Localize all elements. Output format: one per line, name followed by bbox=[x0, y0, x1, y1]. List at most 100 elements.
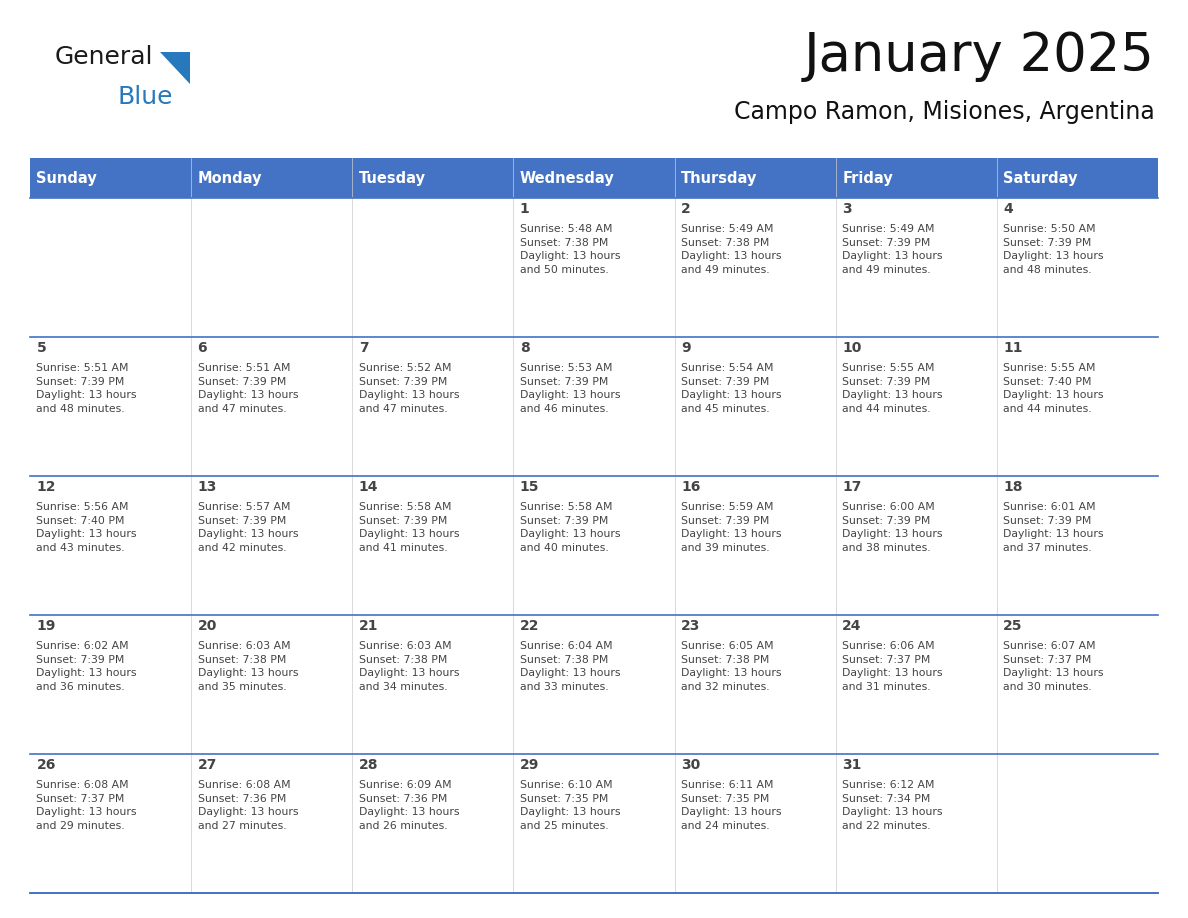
Bar bbox=[675, 615, 835, 754]
Text: 26: 26 bbox=[37, 758, 56, 772]
Text: 9: 9 bbox=[681, 341, 690, 355]
Text: 7: 7 bbox=[359, 341, 368, 355]
Text: Blue: Blue bbox=[118, 85, 173, 109]
Text: 2: 2 bbox=[681, 202, 690, 216]
Bar bbox=[835, 754, 997, 893]
Bar bbox=[997, 476, 1158, 615]
Text: Sunrise: 6:08 AM
Sunset: 7:36 PM
Daylight: 13 hours
and 27 minutes.: Sunrise: 6:08 AM Sunset: 7:36 PM Dayligh… bbox=[197, 780, 298, 831]
Text: Sunrise: 6:01 AM
Sunset: 7:39 PM
Daylight: 13 hours
and 37 minutes.: Sunrise: 6:01 AM Sunset: 7:39 PM Dayligh… bbox=[1004, 502, 1104, 553]
Bar bbox=[997, 198, 1158, 337]
Bar bbox=[353, 198, 513, 337]
Bar bbox=[835, 337, 997, 476]
Text: 21: 21 bbox=[359, 619, 378, 633]
Text: 14: 14 bbox=[359, 480, 378, 494]
Text: 11: 11 bbox=[1004, 341, 1023, 355]
Text: 13: 13 bbox=[197, 480, 217, 494]
Bar bbox=[353, 337, 513, 476]
Text: Sunrise: 6:07 AM
Sunset: 7:37 PM
Daylight: 13 hours
and 30 minutes.: Sunrise: 6:07 AM Sunset: 7:37 PM Dayligh… bbox=[1004, 641, 1104, 692]
Text: Saturday: Saturday bbox=[1004, 171, 1078, 185]
Bar bbox=[30, 198, 191, 337]
Text: Sunrise: 5:49 AM
Sunset: 7:39 PM
Daylight: 13 hours
and 49 minutes.: Sunrise: 5:49 AM Sunset: 7:39 PM Dayligh… bbox=[842, 224, 942, 274]
Text: Campo Ramon, Misiones, Argentina: Campo Ramon, Misiones, Argentina bbox=[734, 100, 1155, 124]
Bar bbox=[30, 158, 191, 198]
Text: 28: 28 bbox=[359, 758, 378, 772]
Text: Sunrise: 6:03 AM
Sunset: 7:38 PM
Daylight: 13 hours
and 34 minutes.: Sunrise: 6:03 AM Sunset: 7:38 PM Dayligh… bbox=[359, 641, 460, 692]
Bar bbox=[513, 754, 675, 893]
Bar bbox=[835, 158, 997, 198]
Text: Sunrise: 5:57 AM
Sunset: 7:39 PM
Daylight: 13 hours
and 42 minutes.: Sunrise: 5:57 AM Sunset: 7:39 PM Dayligh… bbox=[197, 502, 298, 553]
Bar bbox=[353, 615, 513, 754]
Text: Tuesday: Tuesday bbox=[359, 171, 425, 185]
Bar bbox=[191, 198, 353, 337]
Text: 18: 18 bbox=[1004, 480, 1023, 494]
Text: Thursday: Thursday bbox=[681, 171, 758, 185]
Text: 15: 15 bbox=[520, 480, 539, 494]
Text: 16: 16 bbox=[681, 480, 701, 494]
Text: Sunrise: 6:08 AM
Sunset: 7:37 PM
Daylight: 13 hours
and 29 minutes.: Sunrise: 6:08 AM Sunset: 7:37 PM Dayligh… bbox=[37, 780, 137, 831]
Bar bbox=[675, 754, 835, 893]
Text: Sunrise: 5:52 AM
Sunset: 7:39 PM
Daylight: 13 hours
and 47 minutes.: Sunrise: 5:52 AM Sunset: 7:39 PM Dayligh… bbox=[359, 363, 460, 414]
Bar bbox=[30, 615, 191, 754]
Text: Sunrise: 6:05 AM
Sunset: 7:38 PM
Daylight: 13 hours
and 32 minutes.: Sunrise: 6:05 AM Sunset: 7:38 PM Dayligh… bbox=[681, 641, 782, 692]
Bar bbox=[513, 476, 675, 615]
Text: 4: 4 bbox=[1004, 202, 1013, 216]
Text: January 2025: January 2025 bbox=[804, 30, 1155, 82]
Text: Sunrise: 5:50 AM
Sunset: 7:39 PM
Daylight: 13 hours
and 48 minutes.: Sunrise: 5:50 AM Sunset: 7:39 PM Dayligh… bbox=[1004, 224, 1104, 274]
Bar bbox=[30, 337, 191, 476]
Text: Sunrise: 5:59 AM
Sunset: 7:39 PM
Daylight: 13 hours
and 39 minutes.: Sunrise: 5:59 AM Sunset: 7:39 PM Dayligh… bbox=[681, 502, 782, 553]
Bar bbox=[353, 476, 513, 615]
Text: Sunrise: 6:10 AM
Sunset: 7:35 PM
Daylight: 13 hours
and 25 minutes.: Sunrise: 6:10 AM Sunset: 7:35 PM Dayligh… bbox=[520, 780, 620, 831]
Bar bbox=[513, 615, 675, 754]
Text: 25: 25 bbox=[1004, 619, 1023, 633]
Text: Sunday: Sunday bbox=[37, 171, 97, 185]
Bar bbox=[513, 198, 675, 337]
Text: 5: 5 bbox=[37, 341, 46, 355]
Bar bbox=[30, 754, 191, 893]
Text: Sunrise: 5:58 AM
Sunset: 7:39 PM
Daylight: 13 hours
and 40 minutes.: Sunrise: 5:58 AM Sunset: 7:39 PM Dayligh… bbox=[520, 502, 620, 553]
Text: 30: 30 bbox=[681, 758, 700, 772]
Text: 3: 3 bbox=[842, 202, 852, 216]
Text: 8: 8 bbox=[520, 341, 530, 355]
Polygon shape bbox=[160, 52, 190, 84]
Text: Sunrise: 5:51 AM
Sunset: 7:39 PM
Daylight: 13 hours
and 48 minutes.: Sunrise: 5:51 AM Sunset: 7:39 PM Dayligh… bbox=[37, 363, 137, 414]
Bar bbox=[835, 615, 997, 754]
Text: Sunrise: 6:02 AM
Sunset: 7:39 PM
Daylight: 13 hours
and 36 minutes.: Sunrise: 6:02 AM Sunset: 7:39 PM Dayligh… bbox=[37, 641, 137, 692]
Bar bbox=[191, 337, 353, 476]
Text: Sunrise: 5:55 AM
Sunset: 7:39 PM
Daylight: 13 hours
and 44 minutes.: Sunrise: 5:55 AM Sunset: 7:39 PM Dayligh… bbox=[842, 363, 942, 414]
Bar bbox=[997, 754, 1158, 893]
Text: Monday: Monday bbox=[197, 171, 263, 185]
Bar bbox=[997, 337, 1158, 476]
Text: Sunrise: 5:51 AM
Sunset: 7:39 PM
Daylight: 13 hours
and 47 minutes.: Sunrise: 5:51 AM Sunset: 7:39 PM Dayligh… bbox=[197, 363, 298, 414]
Text: Sunrise: 6:06 AM
Sunset: 7:37 PM
Daylight: 13 hours
and 31 minutes.: Sunrise: 6:06 AM Sunset: 7:37 PM Dayligh… bbox=[842, 641, 942, 692]
Text: 31: 31 bbox=[842, 758, 861, 772]
Text: Sunrise: 6:12 AM
Sunset: 7:34 PM
Daylight: 13 hours
and 22 minutes.: Sunrise: 6:12 AM Sunset: 7:34 PM Dayligh… bbox=[842, 780, 942, 831]
Text: Sunrise: 6:00 AM
Sunset: 7:39 PM
Daylight: 13 hours
and 38 minutes.: Sunrise: 6:00 AM Sunset: 7:39 PM Dayligh… bbox=[842, 502, 942, 553]
Text: 12: 12 bbox=[37, 480, 56, 494]
Bar bbox=[513, 158, 675, 198]
Text: 6: 6 bbox=[197, 341, 207, 355]
Text: Friday: Friday bbox=[842, 171, 893, 185]
Text: Sunrise: 5:48 AM
Sunset: 7:38 PM
Daylight: 13 hours
and 50 minutes.: Sunrise: 5:48 AM Sunset: 7:38 PM Dayligh… bbox=[520, 224, 620, 274]
Bar bbox=[675, 476, 835, 615]
Text: Sunrise: 5:56 AM
Sunset: 7:40 PM
Daylight: 13 hours
and 43 minutes.: Sunrise: 5:56 AM Sunset: 7:40 PM Dayligh… bbox=[37, 502, 137, 553]
Bar bbox=[513, 337, 675, 476]
Text: 10: 10 bbox=[842, 341, 861, 355]
Text: 27: 27 bbox=[197, 758, 217, 772]
Bar bbox=[353, 754, 513, 893]
Text: 29: 29 bbox=[520, 758, 539, 772]
Bar bbox=[191, 158, 353, 198]
Text: Sunrise: 5:53 AM
Sunset: 7:39 PM
Daylight: 13 hours
and 46 minutes.: Sunrise: 5:53 AM Sunset: 7:39 PM Dayligh… bbox=[520, 363, 620, 414]
Text: Sunrise: 6:09 AM
Sunset: 7:36 PM
Daylight: 13 hours
and 26 minutes.: Sunrise: 6:09 AM Sunset: 7:36 PM Dayligh… bbox=[359, 780, 460, 831]
Bar bbox=[30, 476, 191, 615]
Bar bbox=[835, 476, 997, 615]
Bar bbox=[997, 158, 1158, 198]
Bar bbox=[191, 476, 353, 615]
Bar bbox=[191, 754, 353, 893]
Text: Sunrise: 5:58 AM
Sunset: 7:39 PM
Daylight: 13 hours
and 41 minutes.: Sunrise: 5:58 AM Sunset: 7:39 PM Dayligh… bbox=[359, 502, 460, 553]
Bar bbox=[997, 615, 1158, 754]
Text: Sunrise: 5:55 AM
Sunset: 7:40 PM
Daylight: 13 hours
and 44 minutes.: Sunrise: 5:55 AM Sunset: 7:40 PM Dayligh… bbox=[1004, 363, 1104, 414]
Text: 19: 19 bbox=[37, 619, 56, 633]
Text: 1: 1 bbox=[520, 202, 530, 216]
Text: 22: 22 bbox=[520, 619, 539, 633]
Text: Wednesday: Wednesday bbox=[520, 171, 614, 185]
